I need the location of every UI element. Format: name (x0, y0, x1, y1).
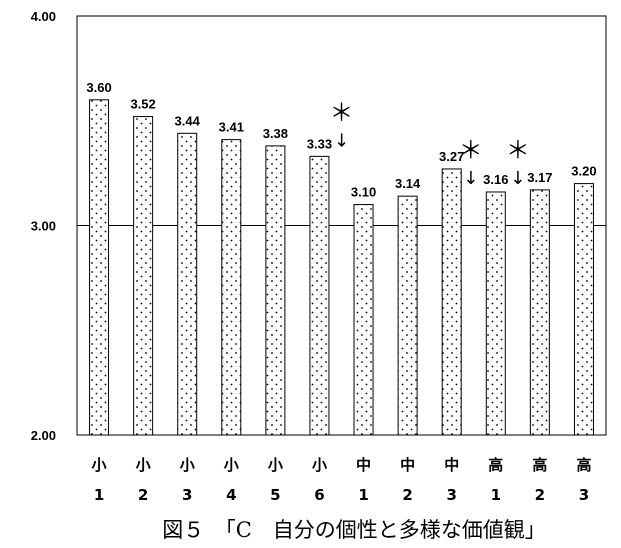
category-label-grade: 1 (358, 486, 368, 504)
category-label-school: 小 (268, 456, 283, 474)
category-label-grade: 1 (94, 486, 104, 504)
category-label-grade: 4 (226, 486, 236, 504)
y-tick-label: 3.00 (31, 219, 56, 234)
bar (397, 195, 418, 436)
bar (177, 132, 198, 436)
bar (353, 204, 374, 436)
category-label-school: 小 (136, 456, 151, 474)
data-label: 3.27 (439, 149, 464, 164)
category-label-grade: 2 (402, 486, 412, 504)
category-label-school: 高 (532, 456, 547, 474)
significance-asterisk: ＊ (459, 136, 483, 164)
significance-arrow: ↓ (510, 168, 525, 189)
category-label-grade: 5 (270, 486, 280, 504)
data-label: 3.33 (307, 136, 332, 151)
category-label-grade: 6 (314, 486, 324, 504)
bar (485, 191, 506, 436)
category-label-school: 小 (224, 456, 239, 474)
data-label: 3.44 (175, 113, 201, 128)
bar (265, 145, 286, 436)
data-label: 3.17 (527, 170, 552, 185)
data-label: 3.14 (395, 176, 421, 191)
category-label-grade: 3 (446, 486, 456, 504)
data-label: 3.16 (483, 172, 508, 187)
category-label-grade: 3 (579, 486, 589, 504)
category-label-school: 小 (312, 456, 327, 474)
bar (221, 139, 242, 436)
category-label-grade: 2 (535, 486, 545, 504)
y-tick-label: 2.00 (31, 428, 56, 443)
figure-caption: 図５ 「C 自分の個性と多様な価値観」 (162, 518, 546, 542)
data-label: 3.52 (130, 97, 155, 112)
category-label-school: 中 (356, 456, 371, 474)
data-label: 3.38 (263, 126, 288, 141)
category-label-school: 小 (92, 456, 107, 474)
category-label-grade: 2 (138, 486, 148, 504)
significance-asterisk: ＊ (506, 136, 530, 164)
category-label-grade: 1 (491, 486, 501, 504)
data-label: 3.41 (219, 120, 244, 135)
category-label-school: 中 (444, 456, 459, 474)
significance-arrow: ↓ (334, 130, 349, 151)
category-label-school: 中 (400, 456, 415, 474)
bar (441, 168, 462, 436)
category-label-school: 高 (488, 456, 503, 474)
data-label: 3.10 (351, 185, 376, 200)
bar (529, 189, 550, 436)
y-tick-label: 4.00 (31, 9, 56, 24)
significance-asterisk: ＊ (330, 98, 354, 126)
bar (89, 99, 110, 436)
category-label-school: 高 (576, 456, 591, 474)
bar (133, 116, 154, 436)
data-label: 3.60 (86, 80, 111, 95)
category-label-school: 小 (180, 456, 195, 474)
bar (573, 183, 594, 436)
significance-arrow: ↓ (463, 168, 478, 189)
data-label: 3.20 (571, 164, 596, 179)
bar (309, 155, 330, 436)
category-label-grade: 3 (182, 486, 192, 504)
